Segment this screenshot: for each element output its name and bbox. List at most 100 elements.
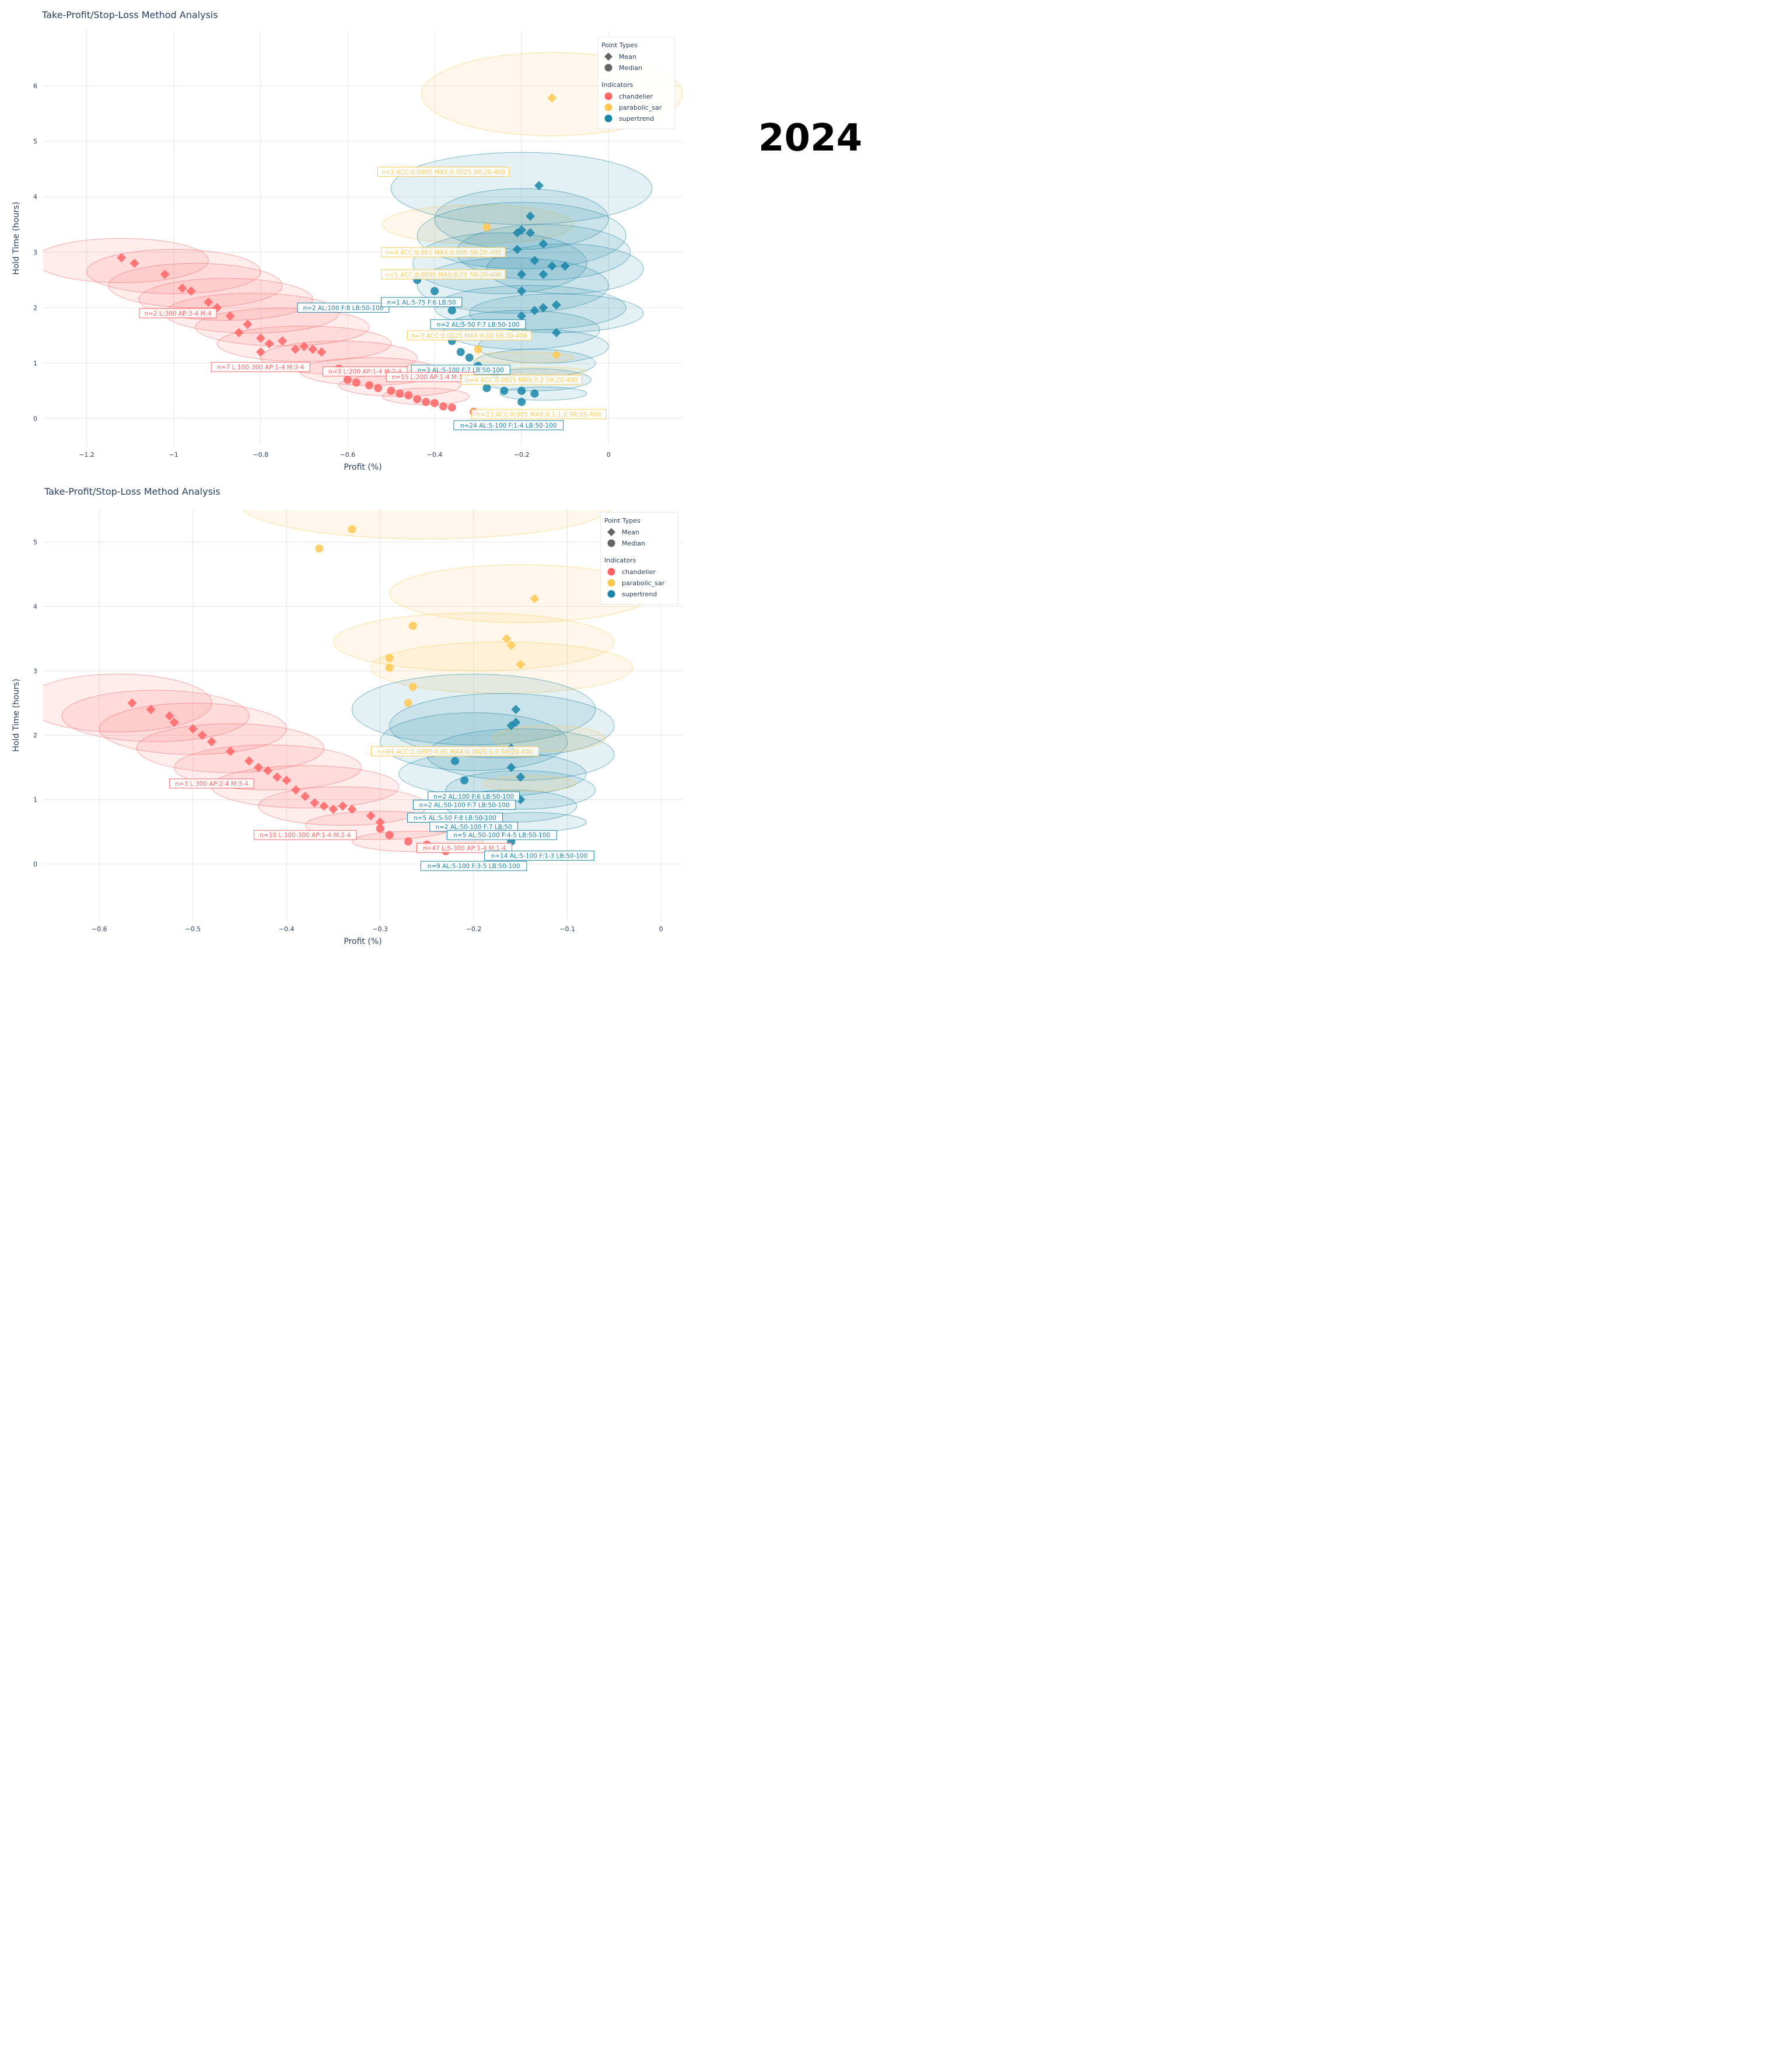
mean-point-chandelier[interactable] (366, 811, 376, 821)
median-point-parabolic_sar[interactable] (348, 525, 356, 534)
annotation-chandelier[interactable]: n=7 L:100-300 AP:1-4 M:3-4 (211, 362, 310, 372)
annotation-supertrend[interactable]: n=5 AL:50-100 F:4-5 LB:50-100 (446, 830, 557, 840)
median-point-chandelier[interactable] (439, 402, 447, 411)
mean-point-parabolic_sar[interactable] (502, 634, 512, 644)
mean-point-supertrend[interactable] (530, 306, 540, 316)
median-point-supertrend[interactable] (517, 386, 526, 395)
mean-point-supertrend[interactable] (512, 228, 522, 237)
median-point-chandelier[interactable] (447, 403, 456, 412)
median-point-supertrend[interactable] (460, 776, 469, 785)
median-point-supertrend[interactable] (530, 389, 539, 398)
annotation-parabolic_sar[interactable]: n=94 ACC:0.0005-0.01 MAX:0.0025-1.0 SR:2… (371, 746, 540, 757)
median-point-parabolic_sar[interactable] (385, 653, 394, 662)
legend-item-parabolic_sar[interactable]: parabolic_sar (607, 579, 665, 588)
legend-item-Mean[interactable]: Mean (607, 528, 639, 536)
mean-point-chandelier[interactable] (169, 718, 179, 728)
mean-point-supertrend[interactable] (517, 311, 527, 321)
mean-point-chandelier[interactable] (278, 336, 288, 346)
mean-point-chandelier[interactable] (130, 258, 139, 268)
legend-item-chandelier[interactable]: chandelier (604, 92, 653, 101)
mean-point-chandelier[interactable] (177, 284, 187, 293)
mean-point-chandelier[interactable] (290, 344, 300, 354)
median-point-chandelier[interactable] (374, 384, 383, 393)
mean-point-parabolic_sar[interactable] (551, 350, 561, 360)
mean-point-supertrend[interactable] (512, 244, 522, 254)
mean-point-chandelier[interactable] (264, 339, 274, 349)
median-point-chandelier[interactable] (343, 375, 352, 384)
mean-point-parabolic_sar[interactable] (506, 640, 516, 650)
mean-point-chandelier[interactable] (244, 756, 254, 766)
mean-point-chandelier[interactable] (117, 253, 127, 263)
mean-point-chandelier[interactable] (197, 730, 207, 740)
median-point-parabolic_sar[interactable] (315, 544, 324, 553)
legend-item-Median[interactable]: Median (607, 539, 646, 548)
legend-item-chandelier[interactable]: chandelier (607, 568, 656, 576)
median-point-parabolic_sar[interactable] (408, 621, 417, 630)
median-point-chandelier[interactable] (404, 837, 412, 846)
median-point-chandelier[interactable] (430, 398, 439, 407)
median-point-supertrend[interactable] (482, 384, 491, 393)
annotation-chandelier[interactable]: n=15 L:200 AP:1-4 M:1-4 (386, 372, 475, 382)
median-point-supertrend[interactable] (447, 306, 456, 315)
mean-point-supertrend[interactable] (551, 328, 561, 338)
mean-point-chandelier[interactable] (347, 805, 357, 814)
mean-point-chandelier[interactable] (291, 785, 301, 795)
legend-item-parabolic_sar[interactable]: parabolic_sar (604, 103, 662, 112)
mean-point-chandelier[interactable] (317, 347, 327, 357)
annotation-chandelier[interactable]: n=3 L:300 AP:2-4 M:3-4 (169, 778, 254, 789)
mean-point-chandelier[interactable] (225, 746, 235, 756)
mean-point-chandelier[interactable] (186, 286, 196, 296)
mean-point-chandelier[interactable] (272, 772, 282, 782)
mean-point-chandelier[interactable] (164, 711, 174, 721)
mean-point-supertrend[interactable] (526, 228, 536, 237)
mean-point-chandelier[interactable] (204, 297, 214, 307)
mean-point-chandelier[interactable] (146, 705, 156, 715)
mean-point-chandelier[interactable] (256, 333, 265, 343)
mean-point-supertrend[interactable] (511, 705, 521, 715)
mean-point-chandelier[interactable] (319, 801, 329, 811)
legend-item-supertrend[interactable]: supertrend (607, 590, 657, 599)
mean-point-supertrend[interactable] (506, 763, 516, 772)
mean-point-parabolic_sar[interactable] (547, 93, 557, 103)
median-point-chandelier[interactable] (413, 395, 422, 404)
annotation-supertrend[interactable]: n=1 AL:5-75 F:6 LB:50 (381, 297, 463, 307)
annotation-supertrend[interactable]: n=9 AL:5-100 F:3-5 LB:50-100 (420, 861, 527, 871)
mean-point-chandelier[interactable] (127, 698, 137, 708)
mean-point-supertrend[interactable] (516, 772, 526, 782)
median-point-chandelier[interactable] (387, 386, 396, 395)
mean-point-supertrend[interactable] (551, 300, 561, 310)
median-point-chandelier[interactable] (376, 824, 384, 833)
mean-point-chandelier[interactable] (188, 724, 198, 734)
annotation-supertrend[interactable]: n=14 AL:5-100 F:1-3 LB:50-100 (484, 851, 594, 861)
annotation-supertrend[interactable]: n=2 AL:5-50 F:7 LB:50-100 (430, 319, 526, 330)
annotation-chandelier[interactable]: n=47 L:5-300 AP:1-4 M:1-4 (416, 842, 513, 853)
median-point-parabolic_sar[interactable] (404, 699, 412, 708)
mean-point-chandelier[interactable] (299, 341, 309, 351)
mean-point-chandelier[interactable] (206, 737, 216, 747)
mean-point-chandelier[interactable] (308, 344, 318, 354)
median-point-supertrend[interactable] (500, 386, 509, 395)
median-point-supertrend[interactable] (456, 348, 465, 356)
mean-point-chandelier[interactable] (310, 798, 320, 808)
median-point-supertrend[interactable] (465, 353, 474, 362)
mean-point-chandelier[interactable] (282, 775, 292, 785)
annotation-supertrend[interactable]: n=2 AL:100 F:6 LB:50-100 (428, 791, 520, 802)
mean-point-chandelier[interactable] (160, 270, 170, 279)
annotation-supertrend[interactable]: n=2 AL:100 F:8 LB:50-100 (297, 302, 390, 313)
annotation-parabolic_sar[interactable]: n=3 ACC:0.0005 MAX:0.0025 SR:20-400 (377, 166, 509, 177)
mean-point-chandelier[interactable] (338, 801, 348, 811)
annotation-supertrend[interactable]: n=2 AL:50-100 F:7 LB:50-100 (412, 799, 516, 810)
mean-point-chandelier[interactable] (256, 347, 265, 357)
mean-point-chandelier[interactable] (300, 792, 310, 802)
mean-point-supertrend[interactable] (530, 256, 540, 265)
mean-point-chandelier[interactable] (328, 805, 338, 814)
median-point-chandelier[interactable] (422, 397, 430, 406)
mean-point-parabolic_sar[interactable] (530, 594, 540, 604)
median-point-chandelier[interactable] (396, 389, 404, 398)
mean-point-chandelier[interactable] (254, 763, 264, 772)
mean-point-chandelier[interactable] (243, 319, 253, 329)
mean-point-supertrend[interactable] (560, 261, 570, 271)
annotation-chandelier[interactable]: n=10 L:100-300 AP:1-4 M:2-4 (254, 830, 357, 840)
median-point-supertrend[interactable] (517, 397, 526, 406)
mean-point-chandelier[interactable] (225, 311, 235, 321)
